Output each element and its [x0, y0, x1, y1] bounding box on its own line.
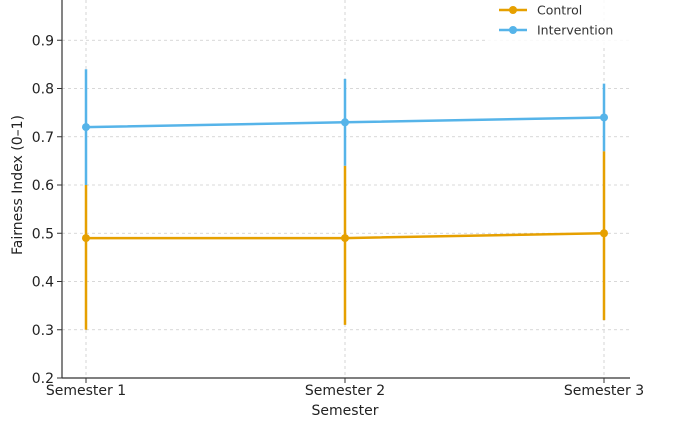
y-tick-label: 0.3 — [32, 323, 54, 339]
data-point-control — [600, 229, 608, 238]
series-intervention — [82, 69, 608, 185]
data-point-intervention — [600, 113, 608, 122]
data-point-intervention — [82, 123, 90, 132]
y-axis-title: Fairness Index (0–1) — [10, 115, 26, 255]
legend: Control Intervention — [488, 0, 630, 46]
y-tick-label: 0.9 — [32, 33, 54, 49]
plot-area — [82, 69, 608, 330]
legend-marker-control — [509, 6, 517, 14]
x-tick-label: Semester 3 — [564, 383, 644, 399]
y-tick-label: 0.4 — [32, 275, 54, 291]
legend-entry-intervention: Intervention — [499, 23, 613, 38]
x-tick-label: Semester 1 — [46, 383, 126, 399]
y-tick-label: 0.8 — [32, 82, 54, 98]
x-axis-title: Semester — [312, 403, 379, 419]
axes: 0.2 0.3 0.4 0.5 0.6 0.7 0.8 0.9 Semester 1 Semest… — [32, 0, 644, 399]
data-point-intervention — [341, 118, 349, 127]
x-tick-label: Semester 2 — [305, 383, 385, 399]
y-tick-label: 0.5 — [32, 226, 54, 242]
legend-label-intervention: Intervention — [537, 23, 613, 38]
series-control — [82, 151, 608, 330]
y-tick-label: 0.2 — [32, 371, 54, 387]
data-point-control — [341, 234, 349, 243]
data-point-control — [82, 234, 90, 243]
y-tick-label: 0.7 — [32, 130, 54, 146]
y-tick-label: 0.6 — [32, 178, 54, 194]
legend-marker-intervention — [509, 26, 517, 34]
legend-label-control: Control — [537, 3, 582, 18]
legend-entry-control: Control — [499, 3, 582, 18]
